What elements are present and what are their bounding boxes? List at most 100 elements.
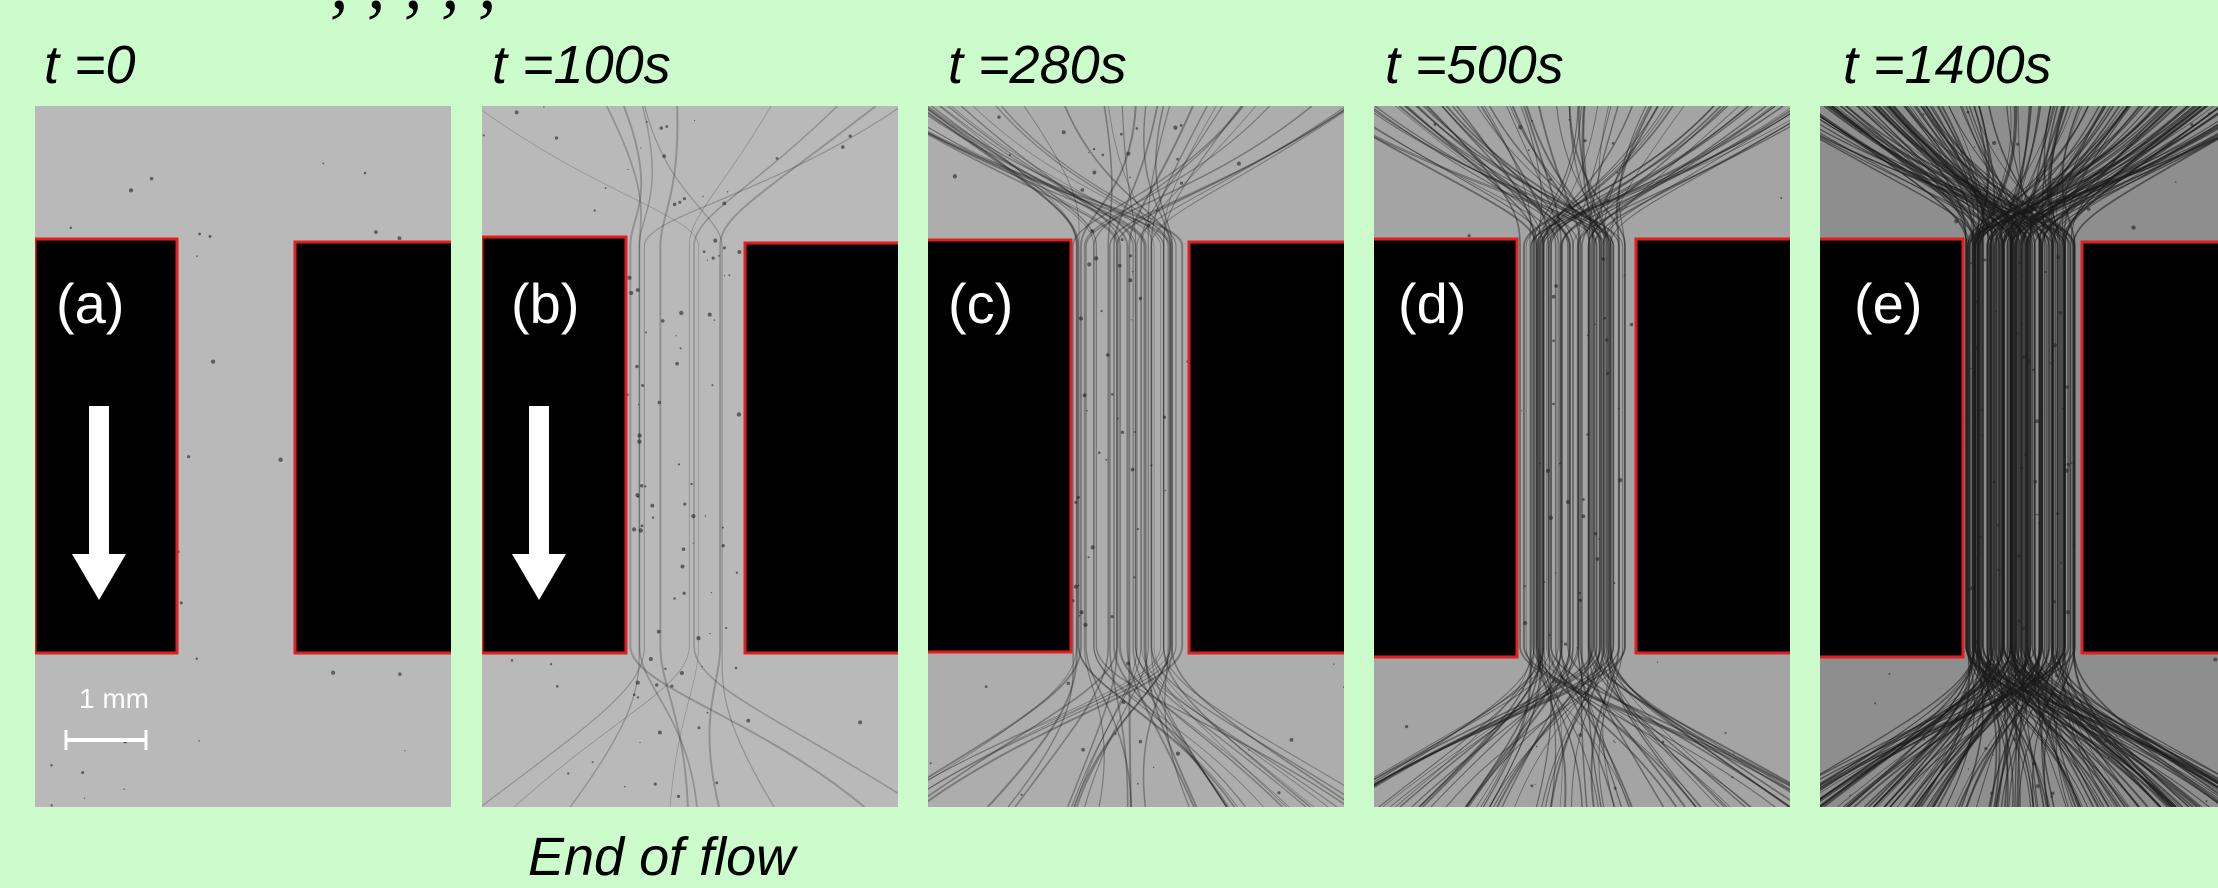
particle-dot <box>2073 397 2074 398</box>
particle-dot <box>1584 698 1587 701</box>
particle-dot <box>1102 154 1105 157</box>
particle-dot <box>1780 197 1782 199</box>
particle-dot <box>657 630 661 634</box>
particle-dot <box>84 798 85 799</box>
particle-dot <box>81 771 84 774</box>
particle-dot <box>665 125 668 128</box>
particle-dot <box>2009 582 2011 584</box>
micrograph-e <box>1820 106 2218 807</box>
particle-dot <box>849 134 852 137</box>
particle-dot <box>682 592 685 595</box>
particle-dot <box>180 601 183 604</box>
particle-dot <box>2021 323 2023 325</box>
particle-dot <box>398 236 402 240</box>
particle-dot <box>1176 751 1180 755</box>
particle-dot <box>694 120 695 121</box>
particle-dot <box>2067 463 2070 466</box>
particle-dot <box>1980 409 1982 411</box>
particle-dot <box>683 503 686 506</box>
particle-dot <box>1467 234 1470 237</box>
particle-dot <box>2208 112 2211 115</box>
particle-dot <box>2060 227 2064 231</box>
particle-dot <box>707 712 709 714</box>
particle-dot <box>1078 585 1080 587</box>
particle-dot <box>1106 353 1110 357</box>
particle-dot <box>2001 571 2003 573</box>
particle-dot <box>675 362 679 366</box>
particle-dot <box>737 250 741 254</box>
particle-dot <box>1978 535 1981 538</box>
particle-dot <box>691 514 695 518</box>
particle-dot <box>715 781 718 784</box>
particle-dot <box>1180 124 1183 127</box>
particle-dot <box>1997 569 1999 571</box>
particle-dot <box>2051 795 2054 798</box>
particle-dot <box>1724 732 1726 734</box>
particle-dot <box>2020 250 2022 252</box>
particle-dot <box>51 804 53 806</box>
particle-dot <box>1989 602 1992 605</box>
particle-dot <box>1968 184 1971 187</box>
particle-dot <box>2035 419 2039 423</box>
particle-dot <box>1579 599 1582 602</box>
particle-dot <box>556 685 559 688</box>
particle-dot <box>1584 139 1587 142</box>
particle-dot <box>1989 671 1993 675</box>
particle-dot <box>2053 600 2056 603</box>
particle-dot <box>483 134 485 136</box>
particle-dot <box>1148 224 1151 227</box>
particle-dot <box>711 592 712 593</box>
particle-dot <box>1657 662 1658 663</box>
particle-dot <box>1582 498 1585 501</box>
particle-dot <box>1163 416 1166 419</box>
particle-dot <box>515 110 519 114</box>
particle-dot <box>2064 469 2068 473</box>
particle-dot <box>187 455 190 458</box>
particle-dot <box>2009 667 2013 671</box>
particle-dot <box>1992 754 1993 755</box>
particle-dot <box>2038 522 2041 525</box>
particle-dot <box>2018 262 2020 264</box>
particle-dot <box>2175 181 2177 183</box>
particle-dot <box>711 384 713 386</box>
particle-dot <box>644 485 646 487</box>
particle-dot <box>635 365 638 368</box>
particle-dot <box>555 136 558 139</box>
particle-dot <box>646 121 648 123</box>
particle-dot <box>196 255 198 257</box>
particle-dot <box>673 597 676 600</box>
particle-dot <box>2040 410 2043 413</box>
particle-dot <box>708 313 712 317</box>
particle-dot <box>680 671 684 675</box>
particle-dot <box>1662 741 1665 744</box>
particle-dot <box>2048 720 2050 722</box>
particle-dot <box>953 174 957 178</box>
particle-dot <box>624 786 626 788</box>
particle-dot <box>331 671 335 675</box>
particle-dot <box>2056 255 2060 259</box>
particle-dot <box>703 251 706 254</box>
particle-dot <box>1111 393 1114 396</box>
particle-dot <box>2065 698 2066 699</box>
particle-dot <box>636 288 640 292</box>
particle-dot <box>662 154 666 158</box>
particle-dot <box>1165 490 1167 492</box>
particle-dot <box>1136 127 1139 130</box>
particle-dot <box>1551 680 1554 683</box>
end-of-flow-caption: End of flow <box>528 826 795 888</box>
particle-dot <box>1333 663 1334 664</box>
particle-dot <box>637 433 641 437</box>
particle-dot <box>2071 462 2073 464</box>
right-obstacle <box>745 243 898 653</box>
particle-dot <box>2213 657 2217 661</box>
cut-off-title: , , , , , <box>330 0 497 27</box>
particle-dot <box>2022 355 2025 358</box>
particle-dot <box>1434 123 1437 126</box>
particle-dot <box>196 657 198 659</box>
particle-dot <box>1009 154 1011 156</box>
particle-dot <box>1139 740 1142 743</box>
particle-dot <box>1613 740 1615 742</box>
particle-dot <box>1970 586 1974 590</box>
particle-dot <box>722 526 724 528</box>
particle-dot <box>1549 178 1552 181</box>
